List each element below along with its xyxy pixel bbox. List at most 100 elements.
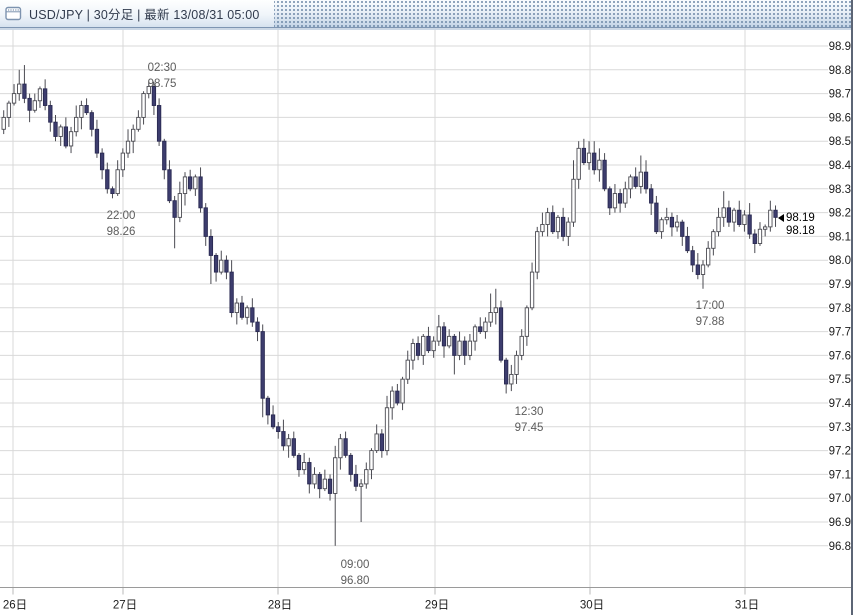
candle-up: [58, 126, 63, 137]
candle-down: [291, 438, 296, 456]
y-axis-label: 97.0: [829, 493, 851, 505]
candle-up: [410, 343, 416, 361]
candle-up: [457, 340, 462, 356]
candle-up: [721, 207, 726, 218]
candle-up: [659, 219, 664, 233]
candle-down: [229, 271, 234, 314]
candle-up: [131, 128, 136, 142]
candle-down: [426, 335, 431, 352]
candle-down: [22, 83, 27, 99]
candle-up: [6, 102, 12, 118]
candle-up: [700, 264, 706, 275]
y-axis-label: 98.6: [829, 112, 851, 124]
candle-down: [395, 390, 400, 404]
candle-up: [638, 171, 643, 187]
candle-down: [84, 105, 89, 114]
x-axis-day-label: 29日: [425, 600, 449, 612]
candle-down: [167, 169, 172, 202]
swing-price-label: 97.45: [515, 422, 544, 434]
candle-down: [343, 438, 348, 456]
candle-down: [188, 176, 193, 190]
swing-time-label: 17:00: [696, 300, 725, 312]
swing-time-label: 22:00: [107, 210, 136, 222]
candle-up: [421, 335, 426, 356]
candle-up: [545, 212, 550, 225]
swing-time-label: 12:30: [515, 406, 544, 418]
candle-up: [405, 359, 410, 380]
candle-up: [11, 93, 17, 104]
candle-down: [162, 140, 167, 171]
current-price-bid: 98.18: [786, 225, 815, 237]
candle-down: [270, 414, 276, 428]
candle-down: [379, 433, 384, 452]
candle-up: [234, 302, 239, 314]
candle-down: [752, 233, 757, 244]
candle-up: [488, 312, 493, 323]
candle-up: [524, 307, 530, 337]
y-axis-label: 98.4: [829, 160, 852, 172]
candle-up: [384, 407, 390, 452]
candle-down: [504, 359, 509, 385]
swing-price-label: 98.75: [148, 78, 177, 90]
candle-down: [276, 426, 281, 433]
swing-price-label: 98.26: [107, 226, 136, 238]
candle-down: [94, 128, 100, 154]
y-axis-label: 98.7: [829, 89, 851, 101]
y-axis-label: 98.5: [829, 136, 851, 148]
candle-up: [571, 178, 576, 223]
swing-price-label: 96.80: [341, 575, 370, 587]
candle-up: [333, 457, 338, 494]
candle-down: [669, 216, 675, 228]
candle-up: [136, 116, 141, 130]
candle-down: [452, 335, 457, 356]
candle-up: [757, 228, 763, 244]
candle-up: [768, 209, 773, 228]
candle-up: [400, 378, 405, 404]
candle-up: [37, 88, 43, 102]
candle-up: [115, 169, 120, 195]
candle-up: [472, 326, 478, 342]
candle-up: [312, 473, 317, 485]
y-axis-label: 96.9: [829, 517, 851, 529]
y-axis-label: 98.0: [829, 255, 851, 267]
candle-down: [27, 97, 32, 111]
candle-down: [737, 209, 742, 225]
candle-down: [327, 478, 333, 494]
candle-up: [17, 83, 22, 95]
candle-down: [239, 302, 245, 318]
candle-down: [156, 105, 162, 142]
y-axis-label: 98.9: [829, 41, 851, 53]
candle-up: [364, 469, 369, 485]
candle-down: [617, 193, 623, 204]
candle-up: [716, 216, 721, 233]
candle-down: [607, 188, 612, 209]
candle-up: [706, 247, 711, 266]
y-axis-label: 97.2: [829, 446, 851, 458]
candle-up: [514, 354, 519, 375]
candle-down: [208, 235, 214, 256]
candle-up: [623, 188, 628, 204]
candle-up: [369, 450, 374, 471]
x-axis-day-label: 27日: [113, 600, 137, 612]
candle-up: [628, 176, 633, 190]
candle-up: [322, 478, 328, 490]
candle-up: [79, 105, 84, 118]
candle-down: [633, 176, 638, 187]
candle-down: [747, 214, 752, 235]
x-axis-day-label: 30日: [580, 600, 604, 612]
candle-down: [48, 105, 53, 123]
candle-up: [742, 214, 747, 225]
candle-down: [53, 121, 58, 137]
candle-down: [592, 152, 597, 171]
candle-down: [695, 264, 700, 275]
candle-up: [576, 147, 581, 180]
widget-title-bar: USD/JPY | 30分足 | 最新 13/08/31 05:00: [0, 0, 853, 28]
widget-title: USD/JPY | 30分足 | 最新 13/08/31 05:00: [29, 8, 260, 22]
candle-down: [680, 221, 685, 237]
candle-down: [685, 235, 690, 252]
candle-up: [32, 100, 37, 111]
candle-up: [674, 221, 680, 228]
candle-up: [447, 335, 452, 347]
y-axis-label: 96.8: [829, 541, 851, 553]
